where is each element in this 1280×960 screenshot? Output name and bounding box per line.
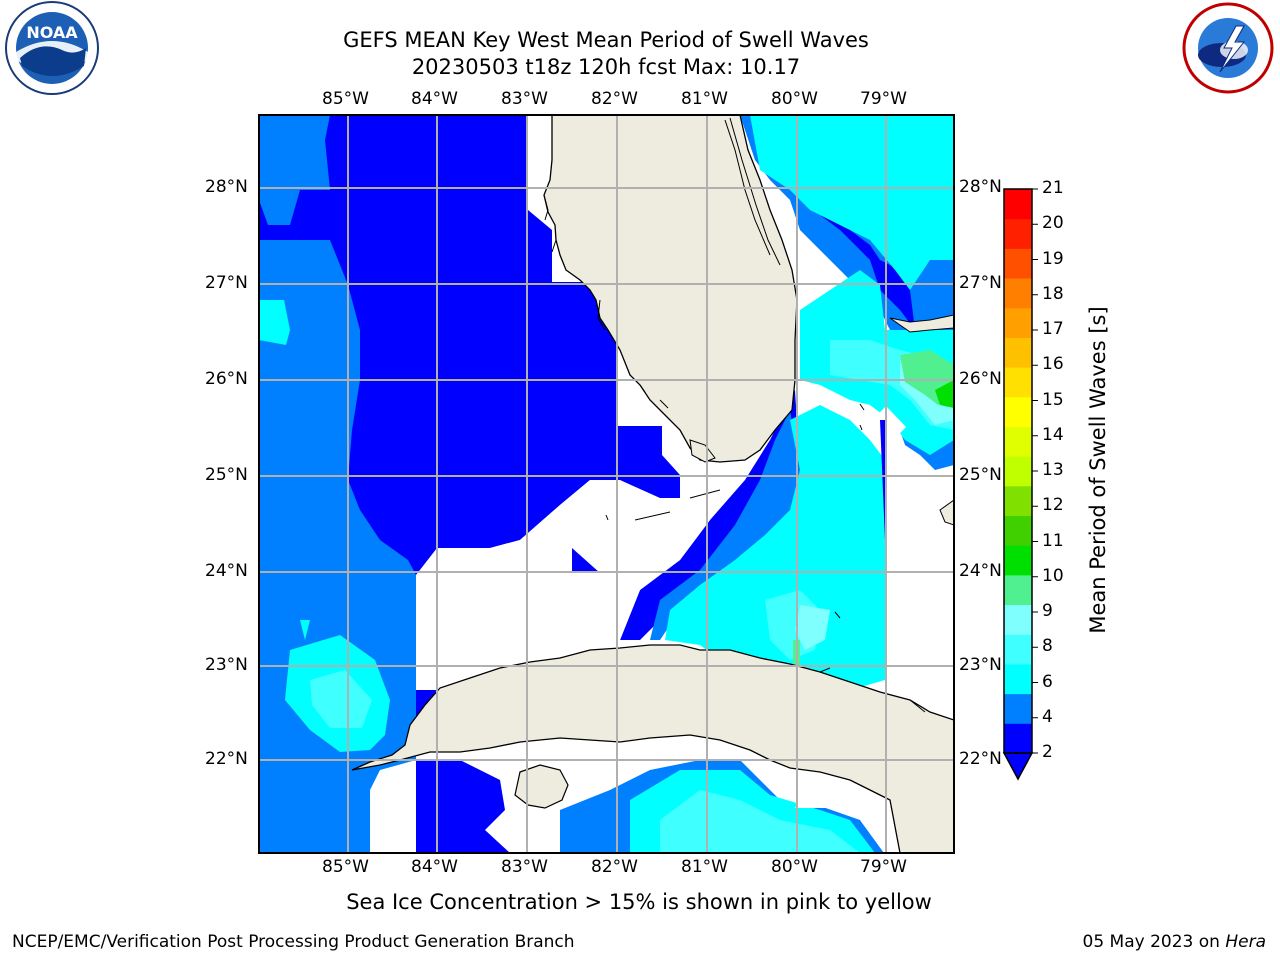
land-cuba (351, 644, 954, 853)
colorbar-tick-label: 10 (1042, 565, 1064, 586)
lon-label: 83°W (501, 89, 548, 109)
swell-band-4-6-west (259, 115, 330, 225)
colorbar-extend-arrow (1002, 752, 1034, 781)
lat-label: 24°N (205, 561, 248, 581)
lat-label: 27°N (959, 273, 1002, 293)
noaa-logo-text: NOAA (26, 23, 78, 42)
colorbar-tick-label: 4 (1042, 706, 1053, 727)
map-frame (258, 114, 955, 854)
colorbar-segment (1004, 634, 1032, 665)
colorbar-tick-label: 21 (1042, 178, 1064, 198)
colorbar-tick-label: 20 (1042, 213, 1064, 234)
colorbar-segment (1004, 189, 1032, 220)
nws-logo (1182, 2, 1274, 94)
lat-label: 26°N (959, 369, 1002, 389)
lat-label: 24°N (959, 561, 1002, 581)
colorbar-segment (1004, 396, 1032, 427)
lon-label: 84°W (411, 89, 458, 109)
swell-band-6-8-west (259, 300, 290, 345)
colorbar-tick-label: 17 (1042, 319, 1064, 339)
colorbar-tick-label: 8 (1042, 636, 1053, 657)
lat-label: 22°N (959, 749, 1002, 769)
lon-label: 79°W (860, 857, 907, 877)
colorbar-segment (1004, 574, 1032, 606)
lon-label: 85°W (322, 89, 369, 109)
colorbar-label: Mean Period of Swell Waves [s] (1086, 306, 1110, 634)
lon-label: 85°W (322, 857, 369, 877)
colorbar-tick-label: 12 (1042, 495, 1064, 516)
colorbar-segment (1004, 604, 1032, 635)
colorbar-tick-label: 11 (1042, 530, 1064, 551)
swell-band-2-4-straits (620, 390, 800, 640)
chart-subtitle: 20230503 t18z 120h fcst Max: 10.17 (411, 55, 801, 79)
chart-title: GEFS MEAN Key West Mean Period of Swell … (343, 28, 869, 52)
colorbar-tick-label: 13 (1042, 460, 1064, 480)
colorbar-segment (1004, 426, 1032, 457)
colorbar-tick-label: 2 (1042, 742, 1053, 762)
lat-label: 23°N (959, 655, 1002, 675)
land-isla-juventud (514, 764, 569, 809)
graticule (259, 115, 954, 853)
lon-label: 82°W (591, 89, 638, 109)
lon-label: 84°W (411, 857, 458, 877)
colorbar-segment (1004, 278, 1032, 309)
colorbar-segment (1004, 485, 1032, 517)
colorbar-segment (1004, 693, 1032, 724)
colorbar-segment (1004, 337, 1032, 368)
footer-credit: NCEP/EMC/Verification Post Processing Pr… (12, 932, 575, 952)
footer-machine: Hera (1225, 932, 1266, 952)
colorbar (1002, 188, 1038, 781)
colorbar-segment (1004, 723, 1032, 754)
colorbar-segment (1004, 218, 1032, 249)
lat-label: 25°N (959, 465, 1002, 485)
colorbar-segment (1004, 307, 1032, 338)
colorbar-tick-label: 15 (1042, 389, 1064, 410)
colorbar-segment (1004, 515, 1032, 546)
colorbar-tick-label: 19 (1042, 248, 1064, 269)
footer-date-text: 05 May 2023 on (1082, 932, 1220, 952)
colorbar-segment (1004, 545, 1032, 576)
lat-label: 28°N (205, 177, 248, 197)
lon-label: 83°W (501, 857, 548, 877)
colorbar-segment (1004, 367, 1032, 398)
colorbar-tick-label: 6 (1042, 671, 1053, 692)
land-bahamas (889, 314, 954, 333)
footer-date: 05 May 2023 on Hera (1083, 932, 1267, 952)
lon-label: 80°W (771, 89, 818, 109)
lon-label: 80°W (771, 857, 818, 877)
lat-label: 27°N (205, 273, 248, 293)
lon-label: 79°W (860, 89, 907, 109)
lon-label: 81°W (681, 89, 728, 109)
sea-ice-note: Sea Ice Concentration > 15% is shown in … (346, 890, 932, 914)
lat-label: 22°N (205, 749, 248, 769)
colorbar-tick-label: 16 (1042, 354, 1064, 375)
colorbar-segment (1004, 248, 1032, 279)
noaa-logo: NOAA (5, 1, 99, 95)
colorbar-segment (1004, 456, 1032, 487)
colorbar-segment (1004, 663, 1032, 695)
colorbar-tick-label: 9 (1042, 601, 1053, 621)
colorbar-tick-label: 14 (1042, 424, 1064, 445)
lat-label: 23°N (205, 655, 248, 675)
lat-label: 25°N (205, 465, 248, 485)
lon-label: 82°W (591, 857, 638, 877)
lat-label: 28°N (959, 177, 1002, 197)
lon-label: 81°W (681, 857, 728, 877)
map-panel (259, 115, 954, 853)
lat-label: 26°N (205, 369, 248, 389)
colorbar-tick-label: 18 (1042, 283, 1064, 304)
